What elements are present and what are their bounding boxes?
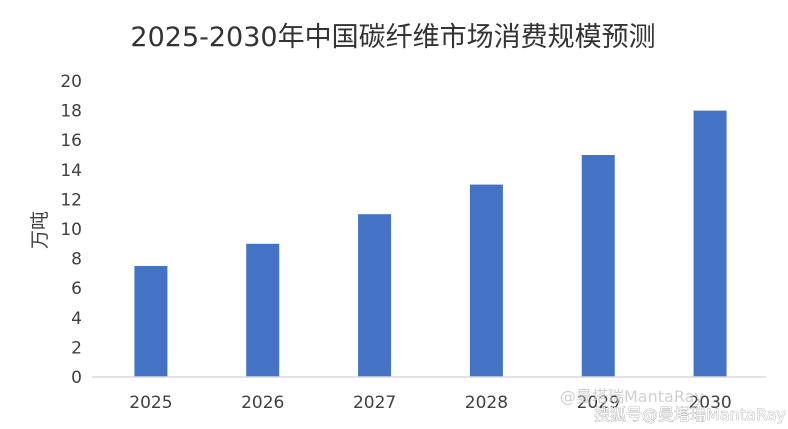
bar-2030 — [693, 110, 727, 377]
y-tick-label: 20 — [60, 72, 82, 92]
bar-2028 — [469, 184, 503, 377]
watermark-text: 搜狐号@曼塔瑞MantaRay — [594, 405, 786, 424]
bar-2025 — [134, 266, 168, 377]
y-tick-label: 0 — [71, 368, 82, 388]
watermark-faint: @曼塔瑞MantaRay — [560, 387, 704, 406]
x-tick-label: 2027 — [353, 393, 396, 413]
y-tick-label: 16 — [60, 131, 82, 151]
x-tick-label: 2030 — [688, 393, 731, 413]
x-tick-label: 2026 — [241, 393, 284, 413]
y-tick-label: 8 — [71, 250, 82, 270]
y-tick-label: 18 — [60, 102, 82, 122]
y-tick-label: 10 — [60, 220, 82, 240]
y-tick-label: 12 — [60, 190, 82, 210]
x-tick-label: 2025 — [129, 393, 172, 413]
bar-2026 — [246, 243, 280, 377]
x-tick-label: 2029 — [577, 393, 620, 413]
y-axis-ticks: 0 2 4 6 8 10 12 14 16 18 20 — [60, 72, 82, 388]
y-tick-label: 14 — [60, 161, 82, 181]
x-tick-label: 2028 — [465, 393, 508, 413]
y-tick-label: 6 — [71, 279, 82, 299]
y-tick-label: 4 — [71, 309, 82, 329]
y-tick-label: 2 — [71, 338, 82, 358]
bars — [134, 110, 727, 377]
chart-title: 2025-2030年中国碳纤维市场消费规模预测 — [130, 22, 655, 53]
bar-2029 — [581, 155, 615, 377]
x-axis-ticks: 2025 2026 2027 2028 2029 2030 — [129, 393, 731, 413]
bar-2027 — [358, 214, 392, 377]
y-axis-label: 万吨 — [29, 211, 51, 249]
